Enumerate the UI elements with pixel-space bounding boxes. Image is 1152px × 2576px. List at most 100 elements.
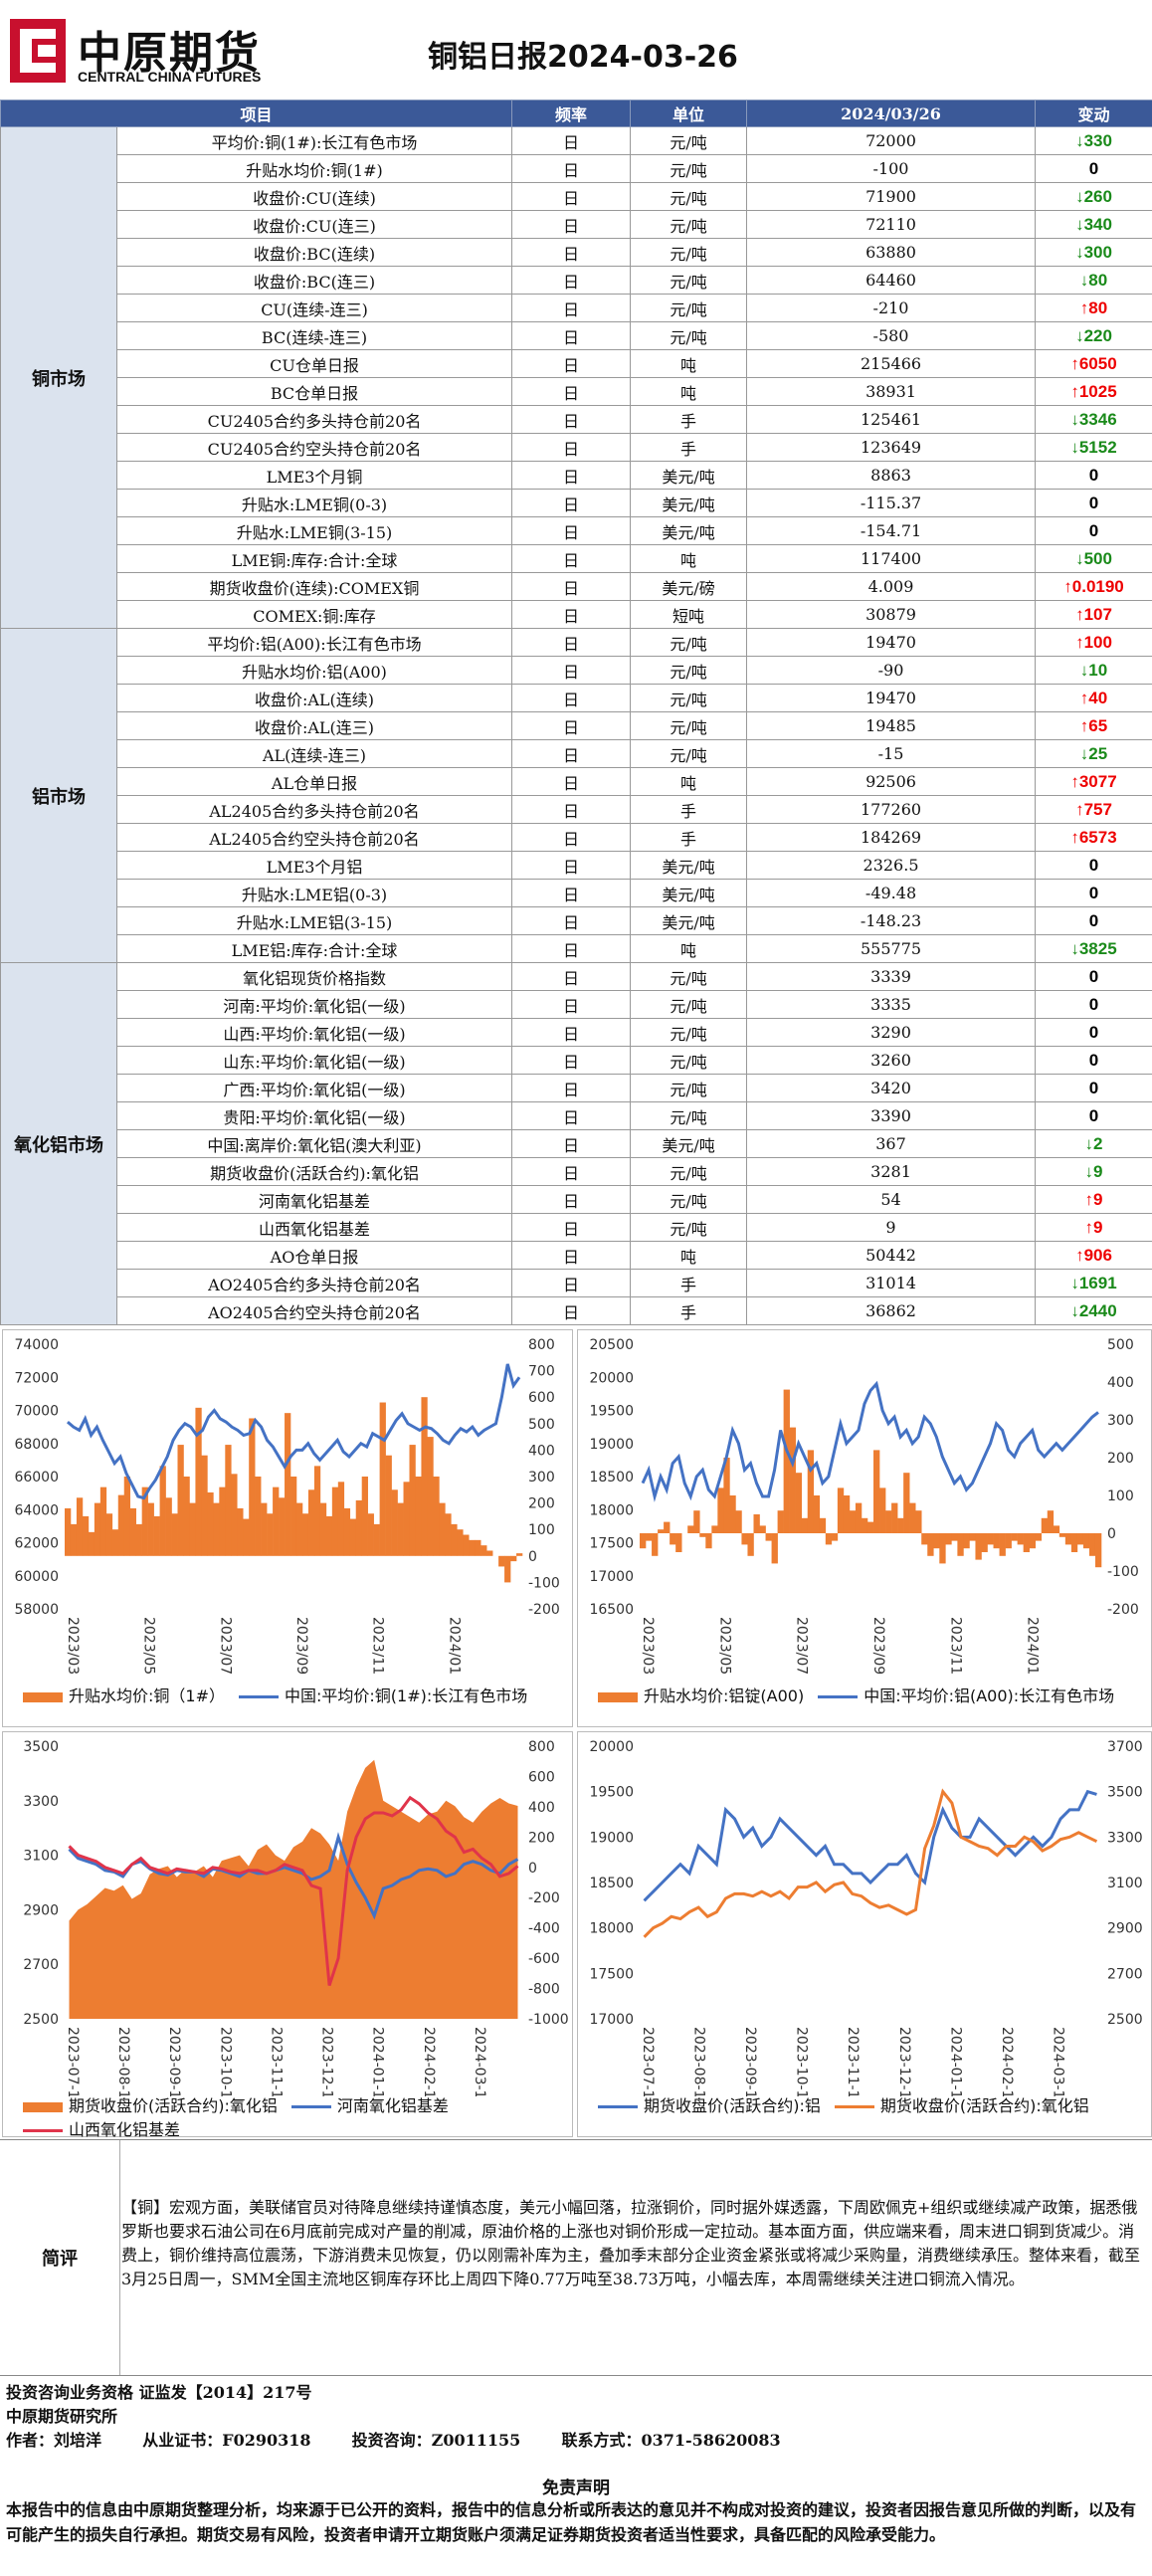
commentary-section: 简评 【铜】宏观方面，美联储官员对待降息继续持谨慎态度，美元小幅回落，拉涨铜价，… — [0, 2139, 1152, 2376]
value-cell: 50442 — [746, 1241, 1037, 1270]
unit-cell: 元/吨 — [630, 238, 748, 267]
y-right-tick-label: 2900 — [1107, 1921, 1143, 1937]
chart-svg: 20000 19500 19000 18500 18000 17500 17000 3700 3… — [589, 1739, 1143, 2096]
bar-mark — [171, 1513, 178, 1556]
table-row: 贵阳:平均价:氧化铝(一级) 日元/吨 3390 0 — [1, 1101, 1152, 1130]
bar-mark — [921, 1533, 928, 1545]
y-right-tick-label: 600 — [528, 1390, 555, 1406]
x-tick-label: 2023-12-17 — [319, 2027, 335, 2096]
frequency-cell: 日 — [511, 405, 632, 434]
bar-mark — [1053, 1525, 1060, 1533]
value-cell: 3335 — [746, 990, 1037, 1019]
y-right-tick-label: -800 — [528, 1982, 560, 1998]
x-tick-label: 2023/09 — [870, 1617, 886, 1675]
bar-mark — [1035, 1533, 1043, 1541]
unit-cell: 元/吨 — [630, 711, 748, 740]
x-tick-label: 2024-03-17 — [1050, 2027, 1065, 2096]
bar-mark — [915, 1510, 922, 1533]
change-cell: 0 — [1035, 962, 1152, 991]
bar-mark — [819, 1517, 827, 1533]
change-cell: 0 — [1035, 1074, 1152, 1102]
frequency-cell: 日 — [511, 461, 632, 490]
bar-mark — [717, 1487, 724, 1533]
y-left-tick-label: 19500 — [589, 1404, 634, 1420]
table-row: 收盘价:CU(连续) 日元/吨 71900 ↓260 — [1, 182, 1152, 211]
y-right-tick-label: 2500 — [1107, 2012, 1143, 2028]
y-right-tick-label: 800 — [528, 1739, 555, 1755]
item-name: 升贴水均价:铜(1#) — [115, 154, 513, 183]
value-cell: -100 — [746, 154, 1037, 183]
legend-item: 中国:平均价:铝(A00):长江有色市场 — [818, 1683, 1114, 1706]
change-cell: ↓10 — [1035, 656, 1152, 685]
y-right-tick-label: 200 — [528, 1496, 555, 1512]
bar-mark — [969, 1533, 976, 1541]
table-row: CU2405合约空头持仓前20名日手 123649 ↓5152 — [1, 433, 1152, 462]
item-name: 山西:平均价:氧化铝(一级) — [115, 1018, 513, 1047]
line-series — [66, 1363, 521, 1500]
bar-mark — [693, 1510, 700, 1533]
bar-mark — [273, 1486, 280, 1556]
x-tick-label: 2024-01-17 — [370, 2027, 386, 2096]
bar-mark — [516, 1553, 523, 1556]
change-cell: ↓25 — [1035, 739, 1152, 768]
item-name: CU2405合约多头持仓前20名 — [115, 405, 513, 434]
bar-mark — [1076, 1533, 1084, 1545]
bar-mark — [433, 1477, 440, 1556]
legend-swatch — [23, 2101, 63, 2112]
bar-mark — [361, 1477, 368, 1556]
bar-mark — [225, 1445, 232, 1556]
bar-mark — [866, 1521, 874, 1533]
unit-cell: 元/吨 — [630, 210, 748, 239]
table-row: AL(连续-连三) 日元/吨 -15 ↓25 — [1, 739, 1152, 768]
chart-legend: 期货收盘价(活跃合约):氧化铝 河南氧化铝基差山西氧化铝基差 — [23, 2092, 562, 2140]
item-name: 贵阳:平均价:氧化铝(一级) — [115, 1101, 513, 1130]
frequency-cell: 日 — [511, 433, 632, 462]
legend-swatch — [834, 2105, 874, 2108]
frequency-cell: 日 — [511, 321, 632, 350]
y-right-tick-label: 3500 — [1107, 1785, 1143, 1801]
value-cell: 3290 — [746, 1018, 1037, 1047]
y-right-tick-label: 0 — [528, 1861, 537, 1877]
frequency-cell: 日 — [511, 377, 632, 406]
y-left-tick-label: 17000 — [589, 2012, 634, 2028]
bar-mark — [646, 1533, 653, 1541]
line-series — [641, 1380, 1099, 1502]
y-right-tick-label: 500 — [1107, 1337, 1134, 1353]
frequency-cell: 日 — [511, 1074, 632, 1102]
bar-mark — [451, 1523, 458, 1556]
bar-mark — [837, 1487, 845, 1533]
bar-mark — [687, 1525, 694, 1533]
table-row: LME3个月铝日美元/吨 2326.5 0 — [1, 851, 1152, 880]
item-name: 山东:平均价:氧化铝(一级) — [115, 1046, 513, 1075]
bar-mark — [963, 1533, 970, 1549]
unit-cell: 元/吨 — [630, 266, 748, 295]
table-row: AO2405合约空头持仓前20名日手 36862 ↓2440 — [1, 1296, 1152, 1325]
alumina-basis-chart: 3500 3300 3100 2900 2700 2500 800 600 400 200 0 -20… — [2, 1731, 573, 2140]
y-left-tick-label: 68000 — [14, 1437, 59, 1453]
item-name: 收盘价:CU(连续) — [115, 182, 513, 211]
bar-mark — [475, 1539, 481, 1556]
bar-mark — [981, 1533, 988, 1552]
legend-swatch — [818, 1695, 859, 1698]
bar-mark — [237, 1507, 244, 1556]
x-tick-label: 2023-07-17 — [65, 2027, 81, 2096]
bar-mark — [759, 1525, 766, 1533]
item-name: BC(连续-连三) — [115, 321, 513, 350]
bar-mark — [195, 1407, 202, 1556]
y-right-tick-label: -100 — [528, 1575, 560, 1591]
item-name: CU2405合约空头持仓前20名 — [115, 433, 513, 462]
bar-mark — [189, 1502, 196, 1556]
item-name: AO2405合约空头持仓前20名 — [115, 1296, 513, 1325]
disclaimer-text: 本报告中的信息由中原期货整理分析，均来源于已公开的资料，报告中的信息分析或所表达… — [6, 2500, 1137, 2544]
bar-mark — [843, 1495, 851, 1533]
frequency-cell: 日 — [511, 934, 632, 963]
item-name: 平均价:铜(1#):长江有色市场 — [115, 126, 513, 155]
bar-mark — [99, 1486, 107, 1556]
change-cell: 0 — [1035, 516, 1152, 545]
change-cell: ↑757 — [1035, 795, 1152, 824]
bar-mark — [987, 1533, 994, 1545]
unit-cell: 手 — [630, 433, 748, 462]
change-cell: ↓330 — [1035, 126, 1152, 155]
bar-mark — [999, 1533, 1006, 1556]
y-left-tick-label: 64000 — [14, 1502, 59, 1518]
